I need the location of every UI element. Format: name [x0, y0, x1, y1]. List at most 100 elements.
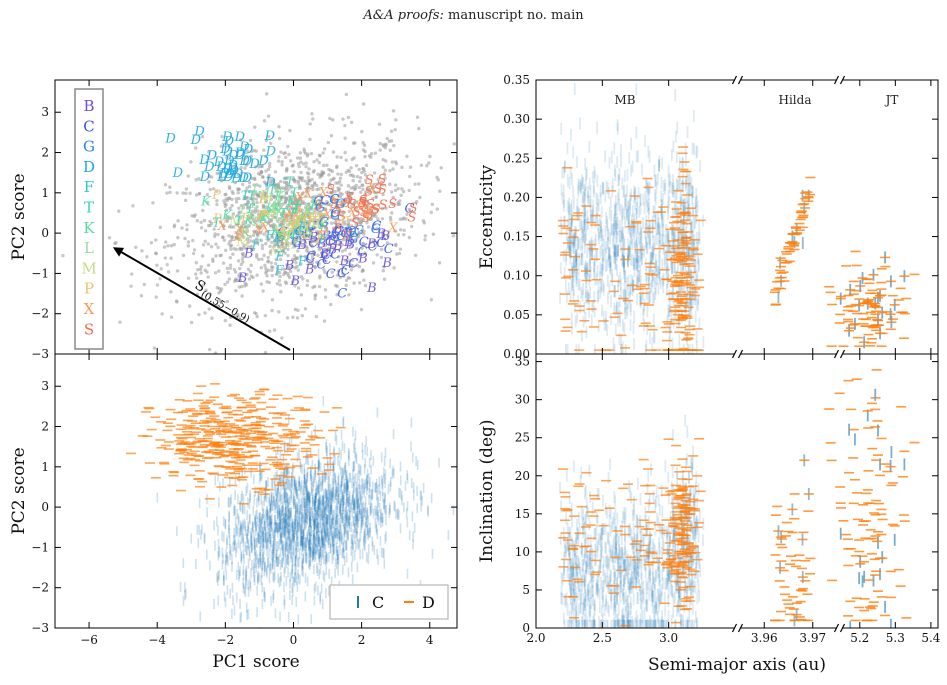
- cloud-point: [357, 281, 362, 285]
- y-tick-label: −1: [31, 266, 49, 280]
- cloud-point: [264, 169, 268, 173]
- cloud-point: [306, 175, 310, 180]
- class-point: P: [312, 210, 322, 225]
- cloud-point: [255, 273, 259, 277]
- cloud-point: [253, 165, 258, 169]
- cloud-point: [248, 189, 252, 194]
- cloud-point: [278, 179, 283, 184]
- class-point: G: [354, 224, 364, 239]
- cloud-point: [237, 237, 241, 241]
- cloud-point: [264, 241, 268, 246]
- cloud-point: [197, 177, 201, 181]
- cloud-point: [379, 180, 384, 184]
- class-point: X: [298, 227, 309, 242]
- cloud-point: [253, 207, 258, 212]
- cloud-point: [407, 188, 411, 193]
- cloud-point: [247, 184, 252, 189]
- class-point: B: [327, 242, 338, 257]
- cloud-point: [237, 196, 241, 201]
- cloud-point: [313, 297, 317, 301]
- cloud-point: [323, 207, 328, 211]
- class-point: P: [275, 232, 285, 247]
- x-axis-label: PC1 score: [212, 652, 299, 672]
- cloud-point: [175, 191, 179, 195]
- class-point: B: [326, 234, 337, 249]
- background-cloud: [61, 92, 488, 354]
- cloud-point: [163, 182, 168, 187]
- legend-c-label: C: [372, 593, 384, 612]
- cloud-point: [258, 226, 262, 230]
- cloud-point: [379, 255, 384, 260]
- class-point: P: [239, 226, 249, 241]
- class-point: D: [223, 167, 235, 182]
- cloud-point: [458, 219, 461, 222]
- class-point: G: [346, 224, 356, 239]
- class-point: X: [277, 227, 288, 242]
- cloud-point: [249, 154, 254, 158]
- cloud-point: [419, 163, 424, 167]
- cloud-point: [369, 155, 373, 159]
- cloud-point: [323, 244, 328, 248]
- cloud-point: [247, 180, 252, 185]
- cloud-point: [243, 220, 247, 224]
- cloud-point: [321, 151, 325, 155]
- cloud-point: [374, 195, 378, 199]
- cloud-point: [422, 221, 427, 225]
- cloud-point: [340, 203, 344, 208]
- class-point: C: [359, 235, 369, 250]
- cloud-point: [259, 282, 264, 286]
- class-point: L: [271, 201, 281, 216]
- cloud-point: [381, 269, 385, 273]
- cloud-point: [303, 179, 307, 183]
- cloud-point: [262, 214, 266, 218]
- cloud-point: [368, 205, 373, 210]
- cloud-point: [221, 261, 226, 265]
- cloud-point: [285, 263, 289, 267]
- class-point: M: [290, 226, 305, 241]
- cloud-point: [364, 163, 369, 168]
- cloud-point: [160, 312, 164, 316]
- cloud-point: [385, 136, 389, 141]
- cloud-point: [303, 254, 307, 259]
- cloud-point: [413, 253, 418, 258]
- class-point: D: [216, 170, 228, 185]
- cloud-point: [389, 129, 394, 133]
- cloud-point: [289, 184, 294, 189]
- cloud-point: [230, 189, 234, 194]
- cloud-point: [430, 202, 435, 206]
- class-point: D: [223, 135, 235, 150]
- cloud-point: [234, 235, 238, 239]
- cloud-point: [323, 226, 328, 230]
- cloud-point: [327, 173, 331, 177]
- class-point: L: [251, 215, 261, 230]
- cloud-point: [258, 184, 262, 188]
- cloud-point: [252, 183, 256, 187]
- cloud-point: [260, 257, 264, 261]
- cloud-point: [268, 251, 273, 255]
- cloud-point: [485, 153, 488, 156]
- class-point: D: [203, 160, 215, 175]
- cloud-point: [407, 235, 411, 240]
- cloud-point: [289, 159, 293, 163]
- cloud-point: [347, 218, 351, 222]
- class-point: L: [264, 185, 274, 200]
- cloud-point: [290, 190, 294, 194]
- cloud-point: [428, 154, 432, 159]
- cloud-point: [225, 299, 230, 304]
- class-point: C: [349, 226, 359, 241]
- class-point: X: [232, 230, 243, 245]
- cloud-point: [280, 160, 284, 164]
- cloud-point: [107, 236, 112, 240]
- cloud-point: [240, 257, 245, 261]
- cloud-point: [215, 189, 219, 193]
- cloud-point: [319, 203, 323, 207]
- cloud-point: [220, 134, 224, 139]
- cloud-point: [451, 234, 456, 238]
- class-point: L: [279, 208, 289, 223]
- cloud-point: [319, 193, 323, 198]
- cloud-point: [255, 183, 259, 187]
- cloud-point: [326, 140, 331, 145]
- class-point: L: [274, 196, 284, 211]
- cloud-point: [305, 190, 309, 194]
